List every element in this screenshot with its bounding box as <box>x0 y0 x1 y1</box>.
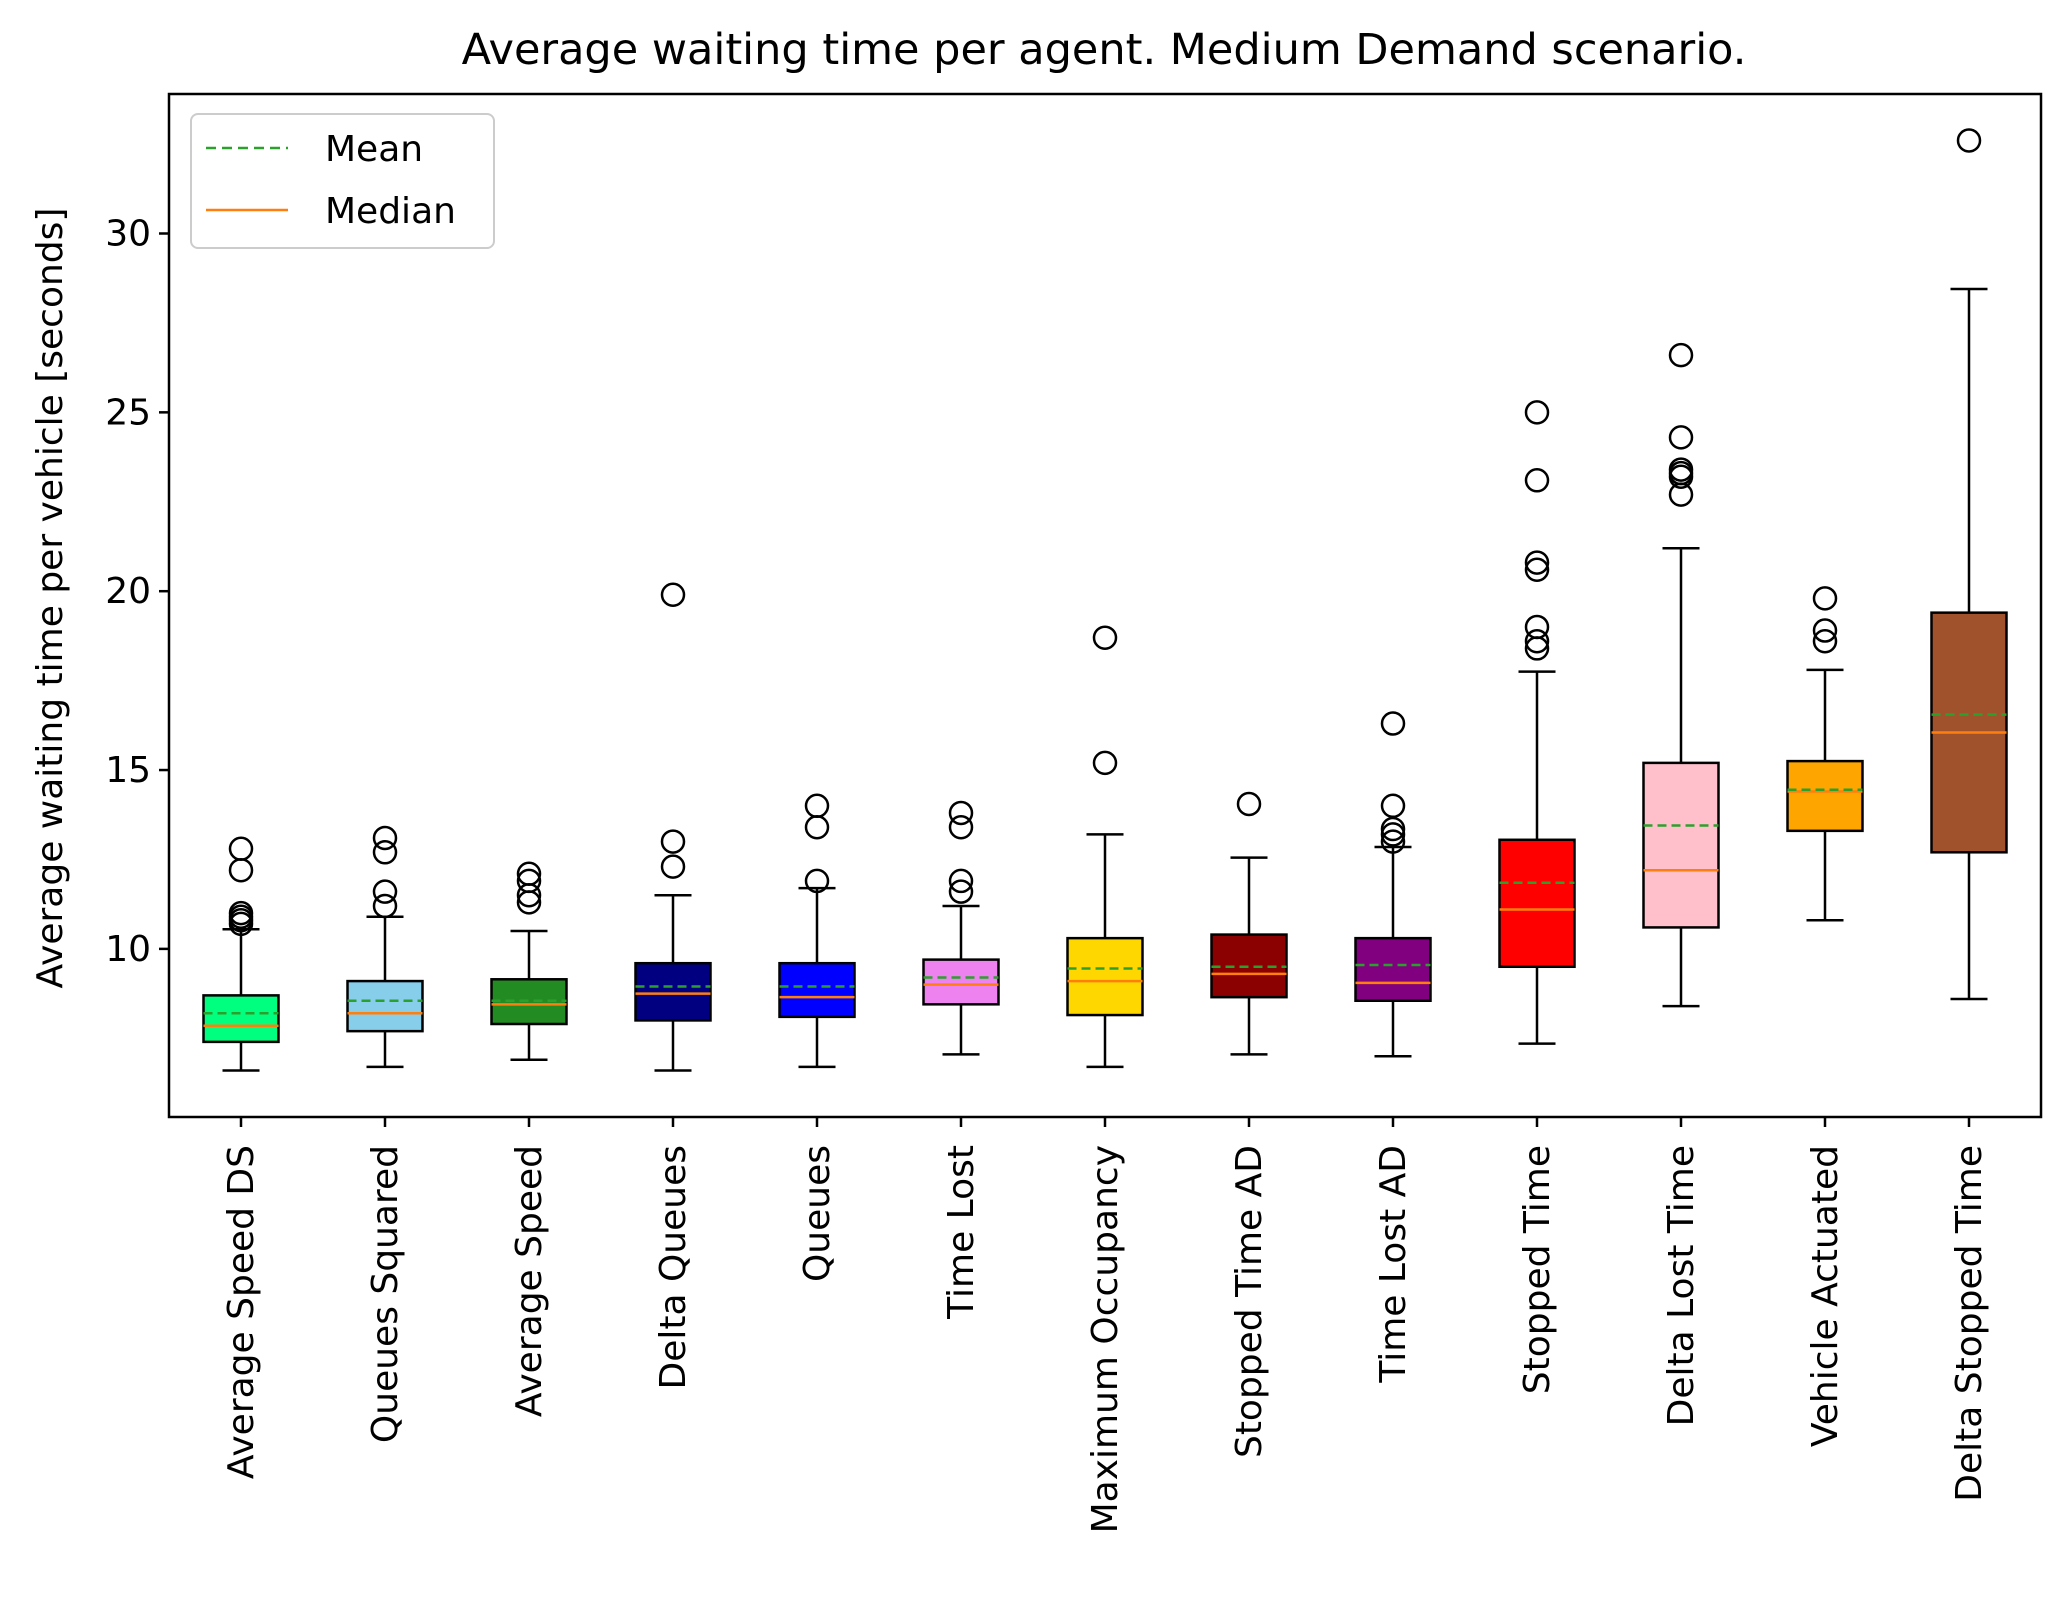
box-group <box>778 793 856 1069</box>
box-iqr <box>346 979 424 1033</box>
outlier-point <box>1380 829 1406 854</box>
x-tick-label: Vehicle Actuated <box>1805 1145 1846 1447</box>
outlier-point <box>948 800 974 826</box>
outlier-point <box>228 836 254 861</box>
outlier-point <box>804 868 830 894</box>
box-group <box>346 825 424 1069</box>
box-group <box>634 582 712 1072</box>
outlier-point <box>516 868 542 894</box>
box-iqr <box>922 958 1000 1006</box>
outlier-point <box>948 868 974 894</box>
box-iqr <box>1786 759 1864 833</box>
box-group <box>1354 711 1432 1058</box>
box-iqr <box>634 961 712 1022</box>
outlier-point <box>1668 425 1694 450</box>
box-iqr <box>1498 838 1576 969</box>
x-tick-label: Stopped Time AD <box>1229 1145 1270 1458</box>
outlier-point <box>1524 400 1550 425</box>
outlier-point <box>372 840 398 865</box>
x-tick-label: Average Speed <box>509 1145 550 1417</box>
y-tick-label: 20 <box>105 571 151 612</box>
chart-title: Average waiting time per agent. Medium D… <box>462 25 1747 75</box>
outlier-point <box>948 815 974 840</box>
x-tick-label: Average Speed DS <box>221 1145 262 1479</box>
axis-ticks: 10 15 20 25 30 Average Speed DS Queues Squared… <box>105 214 1990 1534</box>
outlier-point <box>1380 793 1406 819</box>
box-group <box>1642 342 1720 1008</box>
y-tick-label: 25 <box>105 392 151 433</box>
y-axis-label: Average waiting time per vehicle [second… <box>30 208 71 989</box>
box-iqr <box>1066 936 1144 1017</box>
outlier-point <box>660 854 686 879</box>
x-tick-label: Maximum Occupancy <box>1085 1145 1126 1533</box>
legend-mean-label: Mean <box>325 129 423 170</box>
plot-frame <box>167 92 2043 1119</box>
outlier-point <box>1956 128 1982 153</box>
outlier-point <box>1668 342 1694 368</box>
box-group <box>1066 625 1144 1069</box>
box-iqr <box>490 978 568 1026</box>
outlier-point <box>1524 557 1550 582</box>
outlier-point <box>1524 468 1550 493</box>
y-tick-label: 30 <box>105 214 151 255</box>
box-group <box>922 800 1000 1056</box>
x-tick-label: Queues <box>797 1145 838 1282</box>
box-iqr <box>1642 761 1720 929</box>
outlier-point <box>1812 618 1838 643</box>
outlier-point <box>1524 614 1550 640</box>
outlier-point <box>372 825 398 851</box>
outlier-point <box>1812 629 1838 654</box>
y-tick-label: 15 <box>105 750 151 791</box>
outlier-point <box>1812 586 1838 611</box>
y-tick-label: 10 <box>105 929 151 970</box>
outlier-point <box>1092 750 1118 776</box>
outlier-point <box>516 861 542 887</box>
box-iqr <box>1354 936 1432 1003</box>
x-tick-label: Stopped Time <box>1517 1145 1558 1394</box>
legend: Mean Median <box>190 113 495 249</box>
outlier-point <box>372 893 398 919</box>
box-group <box>1210 791 1288 1056</box>
outlier-point <box>372 879 398 904</box>
x-tick-label: Delta Stopped Time <box>1949 1145 1990 1502</box>
x-tick-label: Delta Queues <box>653 1145 694 1390</box>
outlier-point <box>948 879 974 904</box>
outlier-point <box>1380 711 1406 736</box>
box-group <box>1786 586 1864 922</box>
x-tick-label: Queues Squared <box>365 1145 406 1443</box>
outlier-point <box>1092 625 1118 650</box>
x-tick-label: Time Lost <box>941 1145 982 1320</box>
box-iqr <box>202 994 280 1044</box>
outlier-point <box>1236 791 1262 817</box>
outlier-point <box>1524 629 1550 654</box>
legend-box <box>190 113 495 249</box>
x-tick-label: Time Lost AD <box>1373 1145 1414 1384</box>
outlier-point <box>804 793 830 819</box>
boxes <box>202 128 2008 1072</box>
outlier-point <box>1668 457 1694 482</box>
box-group <box>490 861 568 1062</box>
outlier-point <box>660 582 686 608</box>
x-tick-label: Delta Lost Time <box>1661 1145 1702 1426</box>
outlier-point <box>1524 550 1550 575</box>
outlier-point <box>228 900 254 926</box>
box-group <box>202 836 280 1072</box>
box-group <box>1930 128 2008 1001</box>
legend-median-label: Median <box>325 191 456 232</box>
box-group <box>1498 400 1576 1045</box>
box-iqr <box>778 961 856 1019</box>
outlier-point <box>660 829 686 854</box>
